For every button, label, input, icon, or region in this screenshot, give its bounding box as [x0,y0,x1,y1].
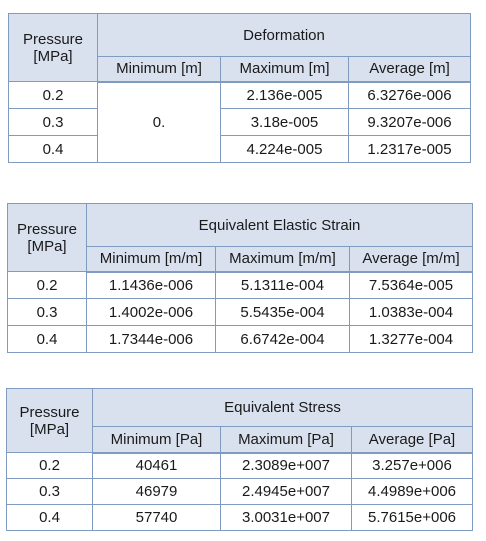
pressure-cell: 0.2 [7,271,87,299]
table-row: 0.4 57740 3.0031e+007 5.7615e+006 [6,504,474,531]
pressure-header: Pressure [MPa] [7,203,87,272]
min-cell: 1.4002e-006 [86,298,216,326]
min-cell: 40461 [92,452,221,479]
pressure-cell: 0.2 [6,452,93,479]
table-row: 0.3 3.18e-005 9.3207e-006 [8,108,472,136]
avg-cell: 4.4989e+006 [350,478,474,505]
max-cell: 2.3089e+007 [220,452,352,479]
max-cell: 5.5435e-004 [215,298,350,326]
avg-cell: 5.7615e+006 [350,504,474,531]
pressure-cell: 0.4 [8,135,98,163]
pressure-header: Pressure [MPa] [6,388,93,453]
avg-cell: 7.5364e-005 [349,271,473,299]
avg-cell: 3.257e+006 [350,452,474,479]
avg-cell: 1.0383e-004 [349,298,473,326]
min-column-header: Minimum [Pa] [92,426,221,454]
equivalent-stress-group-header: Equivalent Stress [91,388,474,427]
min-merged-cell: 0. [97,81,221,163]
max-column-header: Maximum [m] [220,56,349,83]
max-cell: 5.1311e-004 [215,271,350,299]
table-row: 0.4 4.224e-005 1.2317e-005 [8,135,472,163]
avg-column-header: Average [Pa] [350,426,474,454]
table-row: 0.3 1.4002e-006 5.5435e-004 1.0383e-004 [7,298,473,326]
min-cell: 1.1436e-006 [86,271,216,299]
pressure-cell: 0.4 [6,504,93,531]
max-cell: 3.18e-005 [220,108,349,136]
pressure-cell: 0.4 [7,325,87,353]
table-row: 0.2 0. 2.136e-005 6.3276e-006 [8,81,472,163]
pressure-cell: 0.3 [8,108,98,136]
min-column-header: Minimum [m/m] [86,246,216,273]
max-cell: 2.4945e+007 [220,478,352,505]
avg-cell: 9.3207e-006 [347,108,472,136]
avg-cell: 1.3277e-004 [349,325,473,353]
max-cell: 6.6742e-004 [215,325,350,353]
avg-cell: 6.3276e-006 [347,81,472,109]
pressure-cell: 0.3 [6,478,93,505]
max-cell: 3.0031e+007 [220,504,352,531]
table-row: 0.2 40461 2.3089e+007 3.257e+006 [6,452,474,479]
pressure-header: Pressure [MPa] [8,13,98,82]
min-cell: 1.7344e-006 [86,325,216,353]
avg-column-header: Average [m] [347,56,472,83]
deformation-table: Pressure [MPa] Deformation Minimum [m] M… [8,13,472,163]
avg-cell: 1.2317e-005 [347,135,472,163]
table-row: 0.2 1.1436e-006 5.1311e-004 7.5364e-005 [7,271,473,299]
pressure-cell: 0.2 [8,81,98,109]
max-cell: 2.136e-005 [220,81,349,109]
avg-column-header: Average [m/m] [349,246,473,273]
deformation-group-header: Deformation [96,13,472,57]
table-row: 0.3 46979 2.4945e+007 4.4989e+006 [6,478,474,505]
pressure-cell: 0.3 [7,298,87,326]
equivalent-stress-table: Pressure [MPa] Equivalent Stress Minimum… [6,388,474,531]
min-cell: 46979 [92,478,221,505]
max-column-header: Maximum [m/m] [215,246,350,273]
max-cell: 4.224e-005 [220,135,349,163]
elastic-strain-table: Pressure [MPa] Equivalent Elastic Strain… [7,203,473,353]
max-column-header: Maximum [Pa] [220,426,352,454]
elastic-strain-group-header: Equivalent Elastic Strain [86,203,473,247]
min-column-header: Minimum [m] [97,56,221,83]
min-cell: 57740 [92,504,221,531]
table-row: 0.4 1.7344e-006 6.6742e-004 1.3277e-004 [7,325,473,353]
